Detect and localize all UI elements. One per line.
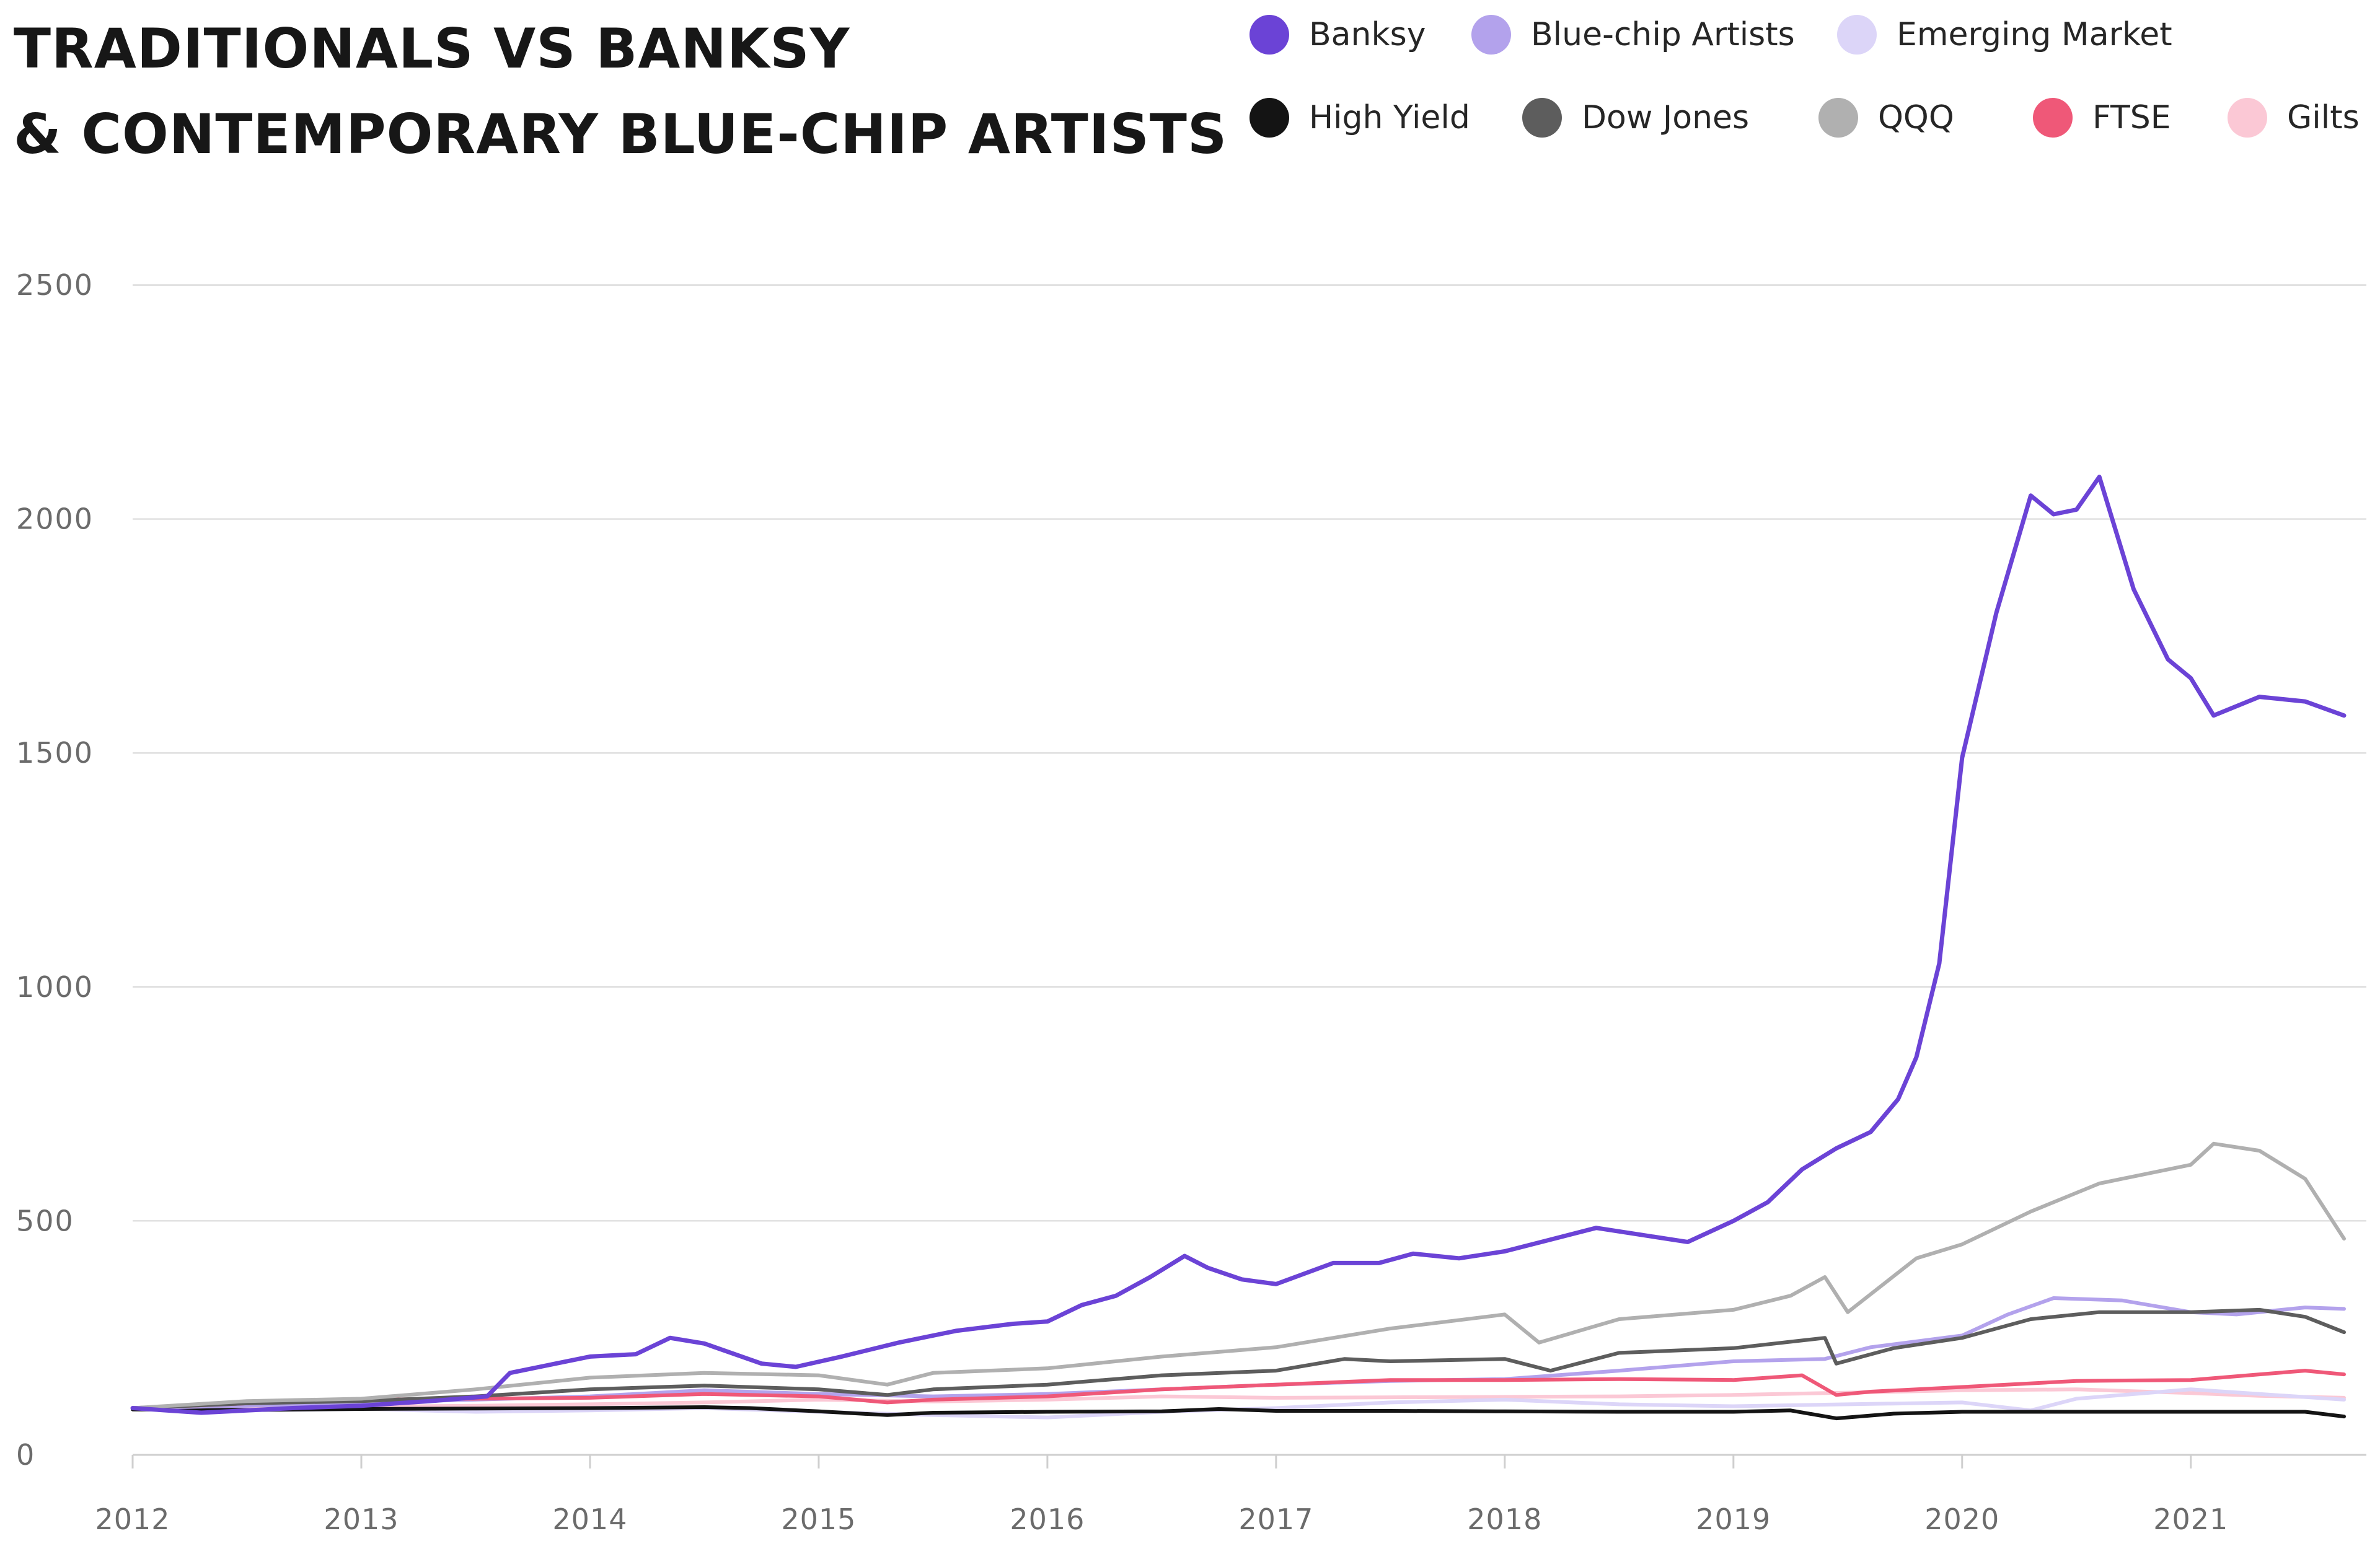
series-line-ftse (131, 1369, 2346, 1410)
x-tick-label-2012: 2012 (95, 1503, 170, 1536)
y-axis-ticks: 0 500 1000 1500 2000 2500 (16, 268, 94, 1472)
y-tick-label-0: 0 (16, 1438, 35, 1472)
series-line-gilts (131, 1387, 2346, 1410)
y-tick-label-2000: 2000 (16, 503, 94, 536)
legend-swatch-gilts (2228, 98, 2267, 138)
x-tick-label-2014: 2014 (552, 1503, 627, 1536)
legend-swatch-blue-chip-artists (1471, 15, 1511, 55)
chart-title-line-2: & CONTEMPORARY BLUE-CHIP ARTISTS (14, 102, 1228, 166)
legend-item-high-yield[interactable]: High Yield (1250, 93, 1470, 143)
series-line-banksy (130, 475, 2347, 1415)
legend-label-gilts: Gilts (2287, 99, 2360, 136)
x-tick-label-2020: 2020 (1924, 1503, 1999, 1536)
x-tick-label-2017: 2017 (1238, 1503, 1313, 1536)
chart-legend: Banksy Blue-chip Artists Emerging Market… (0, 0, 2380, 161)
x-tick-label-2015: 2015 (781, 1503, 856, 1536)
legend-label-qqq: QQQ (1878, 99, 1954, 136)
legend-swatch-ftse (2033, 98, 2073, 138)
legend-label-banksy: Banksy (1309, 16, 1426, 53)
legend-label-high-yield: High Yield (1309, 99, 1470, 136)
x-tick-label-2013: 2013 (324, 1503, 399, 1536)
y-tick-label-500: 500 (16, 1204, 74, 1237)
legend-label-ftse: FTSE (2092, 99, 2171, 136)
x-axis: 2012 2013 2014 2015 2016 2017 2018 2019 2020 2021 (95, 1454, 2366, 1536)
series-line-dow-jones (131, 1307, 2346, 1410)
legend-label-emerging-market: Emerging Market (1897, 16, 2172, 53)
legend-swatch-banksy (1250, 15, 1289, 55)
legend-item-gilts[interactable]: Gilts (2228, 93, 2360, 143)
legend-item-emerging-market[interactable]: Emerging Market (1837, 10, 2172, 59)
gridlines (133, 284, 2366, 1222)
legend-label-dow-jones: Dow Jones (1582, 99, 1750, 136)
series-lines (130, 475, 2347, 1421)
series-line-emerging-market (131, 1387, 2346, 1420)
x-tick-label-2018: 2018 (1467, 1503, 1542, 1536)
y-tick-label-1000: 1000 (16, 970, 94, 1004)
legend-swatch-dow-jones (1522, 98, 1562, 138)
chart-title: TRADITIONALS VS BANKSY & CONTEMPORARY BL… (14, 6, 1227, 177)
x-tick-label-2016: 2016 (1010, 1503, 1085, 1536)
series-line-high-yield (131, 1405, 2346, 1421)
legend-label-blue-chip-artists: Blue-chip Artists (1531, 16, 1795, 53)
legend-swatch-high-yield (1250, 98, 1289, 138)
chart-title-line-1: TRADITIONALS VS BANKSY (14, 17, 850, 81)
legend-item-banksy[interactable]: Banksy (1250, 10, 1426, 59)
y-tick-label-1500: 1500 (16, 736, 94, 770)
series-line-qqq (131, 1141, 2346, 1410)
y-tick-label-2500: 2500 (16, 268, 94, 302)
legend-item-dow-jones[interactable]: Dow Jones (1522, 93, 1749, 143)
legend-swatch-emerging-market (1837, 15, 1877, 55)
x-tick-label-2021: 2021 (2153, 1503, 2228, 1536)
legend-item-ftse[interactable]: FTSE (2033, 93, 2171, 143)
legend-swatch-qqq (1818, 98, 1858, 138)
x-tick-label-2019: 2019 (1696, 1503, 1771, 1536)
legend-item-qqq[interactable]: QQQ (1818, 93, 1954, 143)
legend-item-blue-chip-artists[interactable]: Blue-chip Artists (1471, 10, 1795, 59)
